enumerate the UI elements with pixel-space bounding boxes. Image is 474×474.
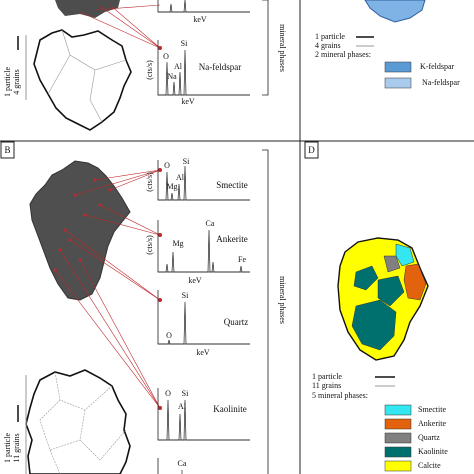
y-axis-label: (cts/s) bbox=[145, 60, 154, 80]
legend-text: Kaolinite bbox=[418, 447, 448, 456]
legend-swatch bbox=[384, 77, 412, 89]
peak-label: Al bbox=[178, 402, 187, 411]
phase-region bbox=[377, 275, 405, 307]
legend-text: 2 mineral phases: bbox=[315, 50, 371, 59]
y-axis-label: (cts/s) bbox=[145, 172, 154, 192]
particle-image bbox=[29, 160, 131, 301]
legend-text: 1 particle bbox=[312, 372, 342, 381]
legend-swatch bbox=[384, 432, 412, 444]
peak-label: Si bbox=[181, 39, 188, 48]
grain-note: 4 grains bbox=[12, 69, 21, 95]
panel-label: B bbox=[4, 145, 10, 155]
grain-note: 1 particle bbox=[3, 433, 12, 463]
spectrum bbox=[158, 229, 250, 273]
phase-region bbox=[403, 263, 427, 301]
legend-swatch bbox=[384, 418, 412, 430]
panel-label: D bbox=[308, 145, 315, 155]
phase-region bbox=[383, 255, 401, 273]
peak-label: Mg bbox=[172, 239, 183, 248]
spectrum bbox=[158, 165, 250, 201]
mineral-name: Quartz bbox=[224, 317, 249, 327]
particle-image bbox=[55, 0, 120, 18]
peak-label: Ca bbox=[206, 219, 215, 228]
legend-text: Smectite bbox=[418, 405, 446, 414]
grain-boundaries bbox=[39, 371, 127, 474]
phase-region bbox=[351, 299, 397, 351]
peak-label: Al bbox=[176, 173, 185, 182]
grain-outline bbox=[33, 29, 132, 131]
mineral-name: Smectite bbox=[216, 180, 248, 190]
spectrum bbox=[158, 49, 250, 96]
phase-region bbox=[353, 265, 379, 291]
peak-label: Si bbox=[183, 157, 190, 166]
legend-text: 5 mineral phases: bbox=[312, 391, 368, 400]
peak-label: Ca bbox=[178, 459, 187, 468]
grain-note: 1 particle bbox=[3, 67, 12, 97]
x-axis-label: keV bbox=[193, 15, 207, 24]
legend-swatch bbox=[384, 404, 412, 416]
spectrum bbox=[158, 399, 250, 441]
link-lines bbox=[54, 169, 161, 409]
peak-label: Si bbox=[182, 389, 189, 398]
grain-note: 11 grains bbox=[12, 433, 21, 462]
mineral-name: Na-feldspar bbox=[199, 62, 241, 72]
panel-label-box bbox=[304, 141, 319, 159]
legend-swatch bbox=[384, 61, 412, 73]
legend-text: 1 particle bbox=[315, 32, 345, 41]
panel-label-box bbox=[0, 141, 15, 159]
legend-text: Quartz bbox=[418, 433, 440, 442]
legend-text: Ankerite bbox=[418, 419, 446, 428]
legend-swatch bbox=[384, 446, 412, 458]
legend-text: 11 grains bbox=[312, 381, 341, 390]
mineral-name: Ankerite bbox=[216, 234, 248, 244]
legend-swatch bbox=[384, 460, 412, 472]
grain-boundaries bbox=[47, 29, 127, 123]
x-axis-label: keV bbox=[196, 348, 210, 357]
peak-label: Al bbox=[174, 62, 183, 71]
link-dot bbox=[158, 46, 162, 50]
phase-region bbox=[395, 243, 415, 267]
legend-text: 4 grains bbox=[315, 41, 341, 50]
peak-label: O bbox=[164, 161, 170, 170]
peak-label: O bbox=[166, 331, 172, 340]
mineral-name: Kaolinite bbox=[213, 404, 247, 414]
peak-label: Fe bbox=[238, 255, 246, 264]
peak-label: Si bbox=[182, 291, 189, 300]
particle-map bbox=[364, 0, 426, 23]
side-label: mineral phases bbox=[278, 276, 287, 324]
spectrum bbox=[158, 301, 250, 345]
bracket bbox=[262, 149, 269, 474]
peak-label: O bbox=[165, 389, 171, 398]
y-axis-label: (cts/s) bbox=[145, 235, 154, 255]
bracket bbox=[262, 0, 269, 96]
peak-label: Na bbox=[167, 72, 177, 81]
legend-text: Calcite bbox=[418, 461, 441, 470]
link-lines bbox=[79, 4, 161, 49]
x-axis-label: keV bbox=[181, 97, 195, 106]
peak-label: O bbox=[163, 52, 169, 61]
grain-outline bbox=[25, 369, 131, 474]
peak-label: Mg bbox=[166, 182, 177, 191]
link-dots bbox=[53, 168, 162, 410]
spectrum bbox=[158, 0, 250, 13]
side-label: mineral phases bbox=[278, 24, 287, 72]
x-axis-label: keV bbox=[188, 276, 202, 285]
legend-text: Na-feldspar bbox=[422, 78, 460, 87]
legend-text: K-feldspar bbox=[420, 62, 455, 71]
